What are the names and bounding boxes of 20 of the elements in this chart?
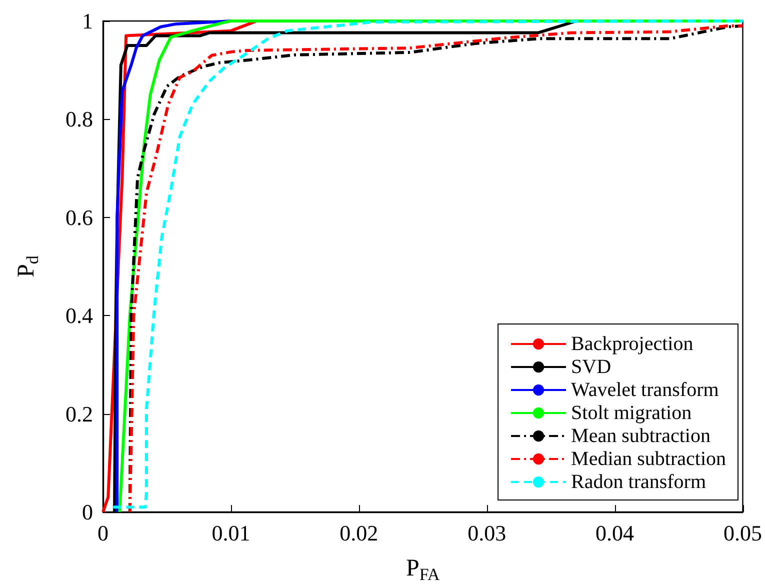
y-tick-label: 0 — [82, 500, 93, 524]
legend-label: Stolt migration — [571, 402, 692, 424]
y-tick-label: 0.2 — [66, 401, 93, 426]
y-tick-label: 0.4 — [66, 303, 93, 328]
legend-label: Backprojection — [571, 333, 694, 355]
x-tick-label: 0.05 — [724, 520, 762, 546]
y-axis-title: Pd — [14, 255, 42, 278]
y-tick-label: 0.6 — [66, 204, 93, 230]
x-tick-label: 0.04 — [596, 520, 634, 546]
x-tick-label: 0.03 — [468, 520, 506, 546]
legend-label: Mean subtraction — [571, 425, 710, 447]
x-tick-label: 0.01 — [212, 520, 250, 546]
legend-label: Radon transform — [571, 471, 706, 493]
x-tick-label: 0.02 — [340, 520, 378, 546]
y-tick-label: 1 — [82, 8, 93, 34]
legend-label: Wavelet transform — [571, 379, 720, 401]
x-tick-label: 0 — [98, 520, 108, 546]
y-tick-label: 0.8 — [66, 106, 93, 132]
legend-label: SVD — [571, 356, 612, 378]
legend-label: Median subtraction — [571, 448, 726, 470]
